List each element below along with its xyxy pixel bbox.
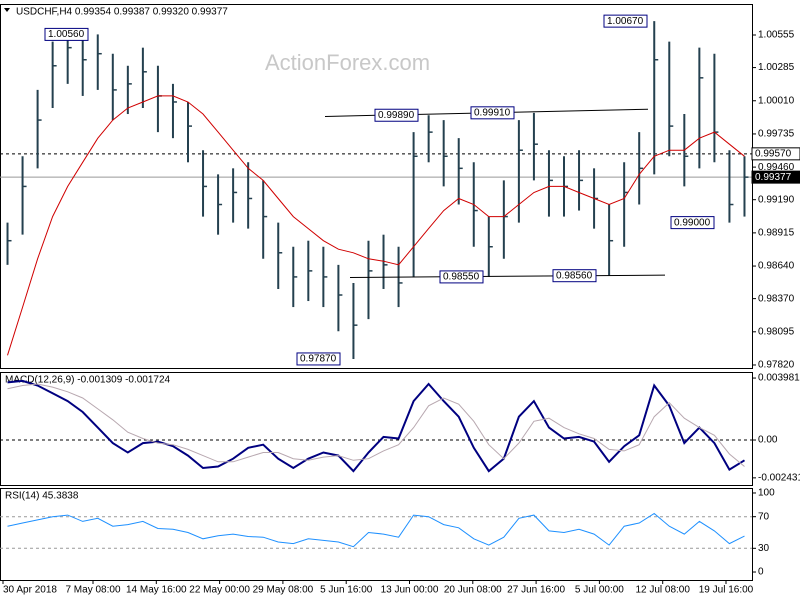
x-tick-label: 13 Jun 00:00 [381, 585, 439, 596]
x-tick-label: 5 Jun 16:00 [320, 585, 373, 596]
y-tick-label: 0.98915 [758, 228, 795, 239]
y-tick-label: 0.00 [758, 435, 778, 446]
y-tick-label: 0.97820 [758, 360, 795, 371]
trendline [349, 274, 666, 279]
y-tick-label: 0.003981 [758, 373, 800, 384]
y-tick-label: 0.99735 [758, 129, 795, 140]
x-tick-label: 27 Jun 16:00 [507, 585, 565, 596]
level-label-box [751, 147, 800, 161]
y-tick-label: 100 [758, 488, 775, 499]
y-tick-label: 0 [758, 567, 764, 578]
indicator-line [7, 379, 746, 473]
annotation-label: 0.97870 [300, 354, 337, 365]
x-tick-label: 22 May 00:00 [189, 585, 250, 596]
panel-frame [0, 488, 753, 581]
annotation-label: 0.99910 [474, 107, 511, 118]
x-tick-label: 19 Jul 16:00 [699, 585, 754, 596]
annotation-box [374, 108, 419, 122]
title-arrow [4, 8, 10, 12]
annotation-box [552, 269, 597, 283]
annotation-label: 1.00560 [48, 29, 85, 40]
x-tick-label: 29 May 08:00 [253, 585, 314, 596]
annotation-label: 0.98550 [443, 272, 480, 283]
annotation-label: 0.99000 [674, 217, 711, 228]
x-tick-label: 5 Jul 00:00 [575, 585, 624, 596]
indicator-line [7, 512, 745, 548]
watermark: ActionForex.com [265, 50, 430, 75]
panel-title: USDCHF,H4 0.99354 0.99387 0.99320 0.9937… [16, 7, 228, 18]
level-label: 0.99570 [755, 148, 792, 159]
annotation-box [296, 352, 341, 366]
x-tick-label: 12 Jul 08:00 [635, 585, 690, 596]
y-tick-label: 1.00285 [758, 62, 795, 73]
panel-title: MACD(12,26,9) -0.001309 -0.001724 [5, 375, 171, 386]
y-tick-label: 0.98370 [758, 293, 795, 304]
annotation-label: 1.00670 [607, 16, 644, 27]
y-tick-label: 1.00010 [758, 95, 795, 106]
y-tick-label: 70 [758, 511, 770, 522]
y-tick-label: 30 [758, 543, 770, 554]
x-tick-label: 14 May 16:00 [126, 585, 187, 596]
level-label: 0.99377 [755, 172, 792, 183]
moving-average [7, 95, 745, 356]
x-tick-label: 30 Apr 2018 [3, 585, 57, 596]
y-tick-label: 0.99190 [758, 194, 795, 205]
x-tick-label: 20 Jun 08:00 [444, 585, 502, 596]
x-tick-label: 7 May 08:00 [65, 585, 120, 596]
y-tick-label: 0.99460 [758, 162, 795, 173]
annotation-box [44, 27, 89, 41]
panel-title: RSI(14) 45.3838 [5, 491, 79, 502]
indicator-line [7, 383, 745, 467]
panel-frame [0, 4, 753, 369]
annotation-label: 0.99890 [378, 110, 415, 121]
level-label-box [751, 170, 800, 184]
panel-frame [0, 372, 753, 486]
annotation-box [670, 216, 715, 230]
y-tick-label: 1.00555 [758, 30, 795, 41]
y-tick-label: 0.98095 [758, 326, 795, 337]
annotation-box [603, 14, 648, 28]
annotation-box [439, 270, 484, 284]
annotation-box [470, 106, 515, 120]
y-tick-label: -0.002431 [758, 472, 800, 483]
y-tick-label: 0.98640 [758, 261, 795, 272]
annotation-label: 0.98560 [556, 270, 593, 281]
